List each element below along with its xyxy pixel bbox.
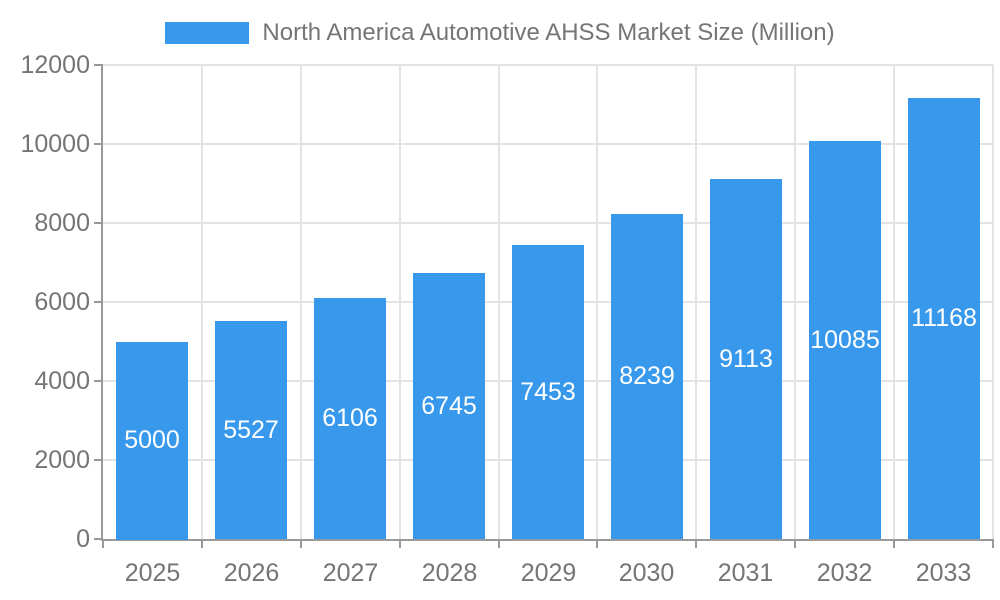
- x-axis-tick: [596, 539, 598, 548]
- v-gridline: [498, 65, 500, 539]
- bar-value-label: 5000: [124, 426, 180, 454]
- v-gridline: [399, 65, 401, 539]
- y-axis-tick: [94, 459, 103, 461]
- x-tick-label: 2033: [915, 559, 972, 587]
- x-axis-tick: [992, 539, 994, 548]
- y-tick-label: 10000: [20, 130, 90, 158]
- x-axis-line: [101, 539, 994, 541]
- legend-swatch-icon: [165, 22, 250, 44]
- bar[interactable]: [611, 214, 683, 539]
- h-gridline: [103, 64, 993, 66]
- x-tick-label: 2028: [421, 559, 478, 587]
- x-tick-label: 2029: [520, 559, 577, 587]
- x-axis-tick: [399, 539, 401, 548]
- x-axis-tick: [300, 539, 302, 548]
- x-axis-tick: [794, 539, 796, 548]
- bar-value-label: 10085: [810, 326, 880, 354]
- v-gridline: [992, 65, 994, 539]
- bar[interactable]: [512, 245, 584, 539]
- y-tick-label: 8000: [34, 209, 90, 237]
- bar-value-label: 6106: [322, 404, 378, 432]
- bar-value-label: 7453: [520, 378, 576, 406]
- bar-value-label: 8239: [619, 362, 675, 390]
- v-gridline: [893, 65, 895, 539]
- legend[interactable]: North America Automotive AHSS Market Siz…: [0, 21, 1000, 45]
- y-tick-label: 2000: [34, 446, 90, 474]
- y-axis-tick: [94, 301, 103, 303]
- x-axis-tick: [695, 539, 697, 548]
- x-axis-tick: [201, 539, 203, 548]
- x-axis-tick: [102, 539, 104, 548]
- y-tick-label: 12000: [20, 51, 90, 79]
- y-axis-tick: [94, 222, 103, 224]
- x-tick-label: 2030: [618, 559, 675, 587]
- bar[interactable]: [809, 141, 881, 539]
- y-axis-tick: [94, 64, 103, 66]
- y-axis-tick: [94, 143, 103, 145]
- y-axis-line: [101, 65, 103, 541]
- y-tick-label: 6000: [34, 288, 90, 316]
- y-tick-label: 4000: [34, 367, 90, 395]
- bar[interactable]: [710, 179, 782, 539]
- bar[interactable]: [908, 98, 980, 539]
- x-tick-label: 2026: [223, 559, 280, 587]
- x-axis-tick: [893, 539, 895, 548]
- y-axis-tick: [94, 538, 103, 540]
- v-gridline: [695, 65, 697, 539]
- bar-value-label: 11168: [911, 304, 977, 332]
- bar[interactable]: [215, 321, 287, 539]
- h-gridline: [103, 222, 993, 224]
- v-gridline: [201, 65, 203, 539]
- h-gridline: [103, 143, 993, 145]
- bar[interactable]: [413, 273, 485, 539]
- bar-value-label: 5527: [223, 416, 279, 444]
- bar-value-label: 6745: [421, 392, 477, 420]
- v-gridline: [794, 65, 796, 539]
- v-gridline: [300, 65, 302, 539]
- bar[interactable]: [314, 298, 386, 539]
- bar[interactable]: [116, 342, 188, 540]
- y-axis-tick: [94, 380, 103, 382]
- x-tick-label: 2025: [124, 559, 181, 587]
- x-tick-label: 2027: [322, 559, 379, 587]
- x-tick-label: 2031: [717, 559, 774, 587]
- legend-label: North America Automotive AHSS Market Siz…: [262, 19, 835, 46]
- v-gridline: [596, 65, 598, 539]
- bar-value-label: 9113: [719, 345, 773, 373]
- x-axis-tick: [498, 539, 500, 548]
- x-tick-label: 2032: [816, 559, 873, 587]
- y-tick-label: 0: [76, 525, 90, 553]
